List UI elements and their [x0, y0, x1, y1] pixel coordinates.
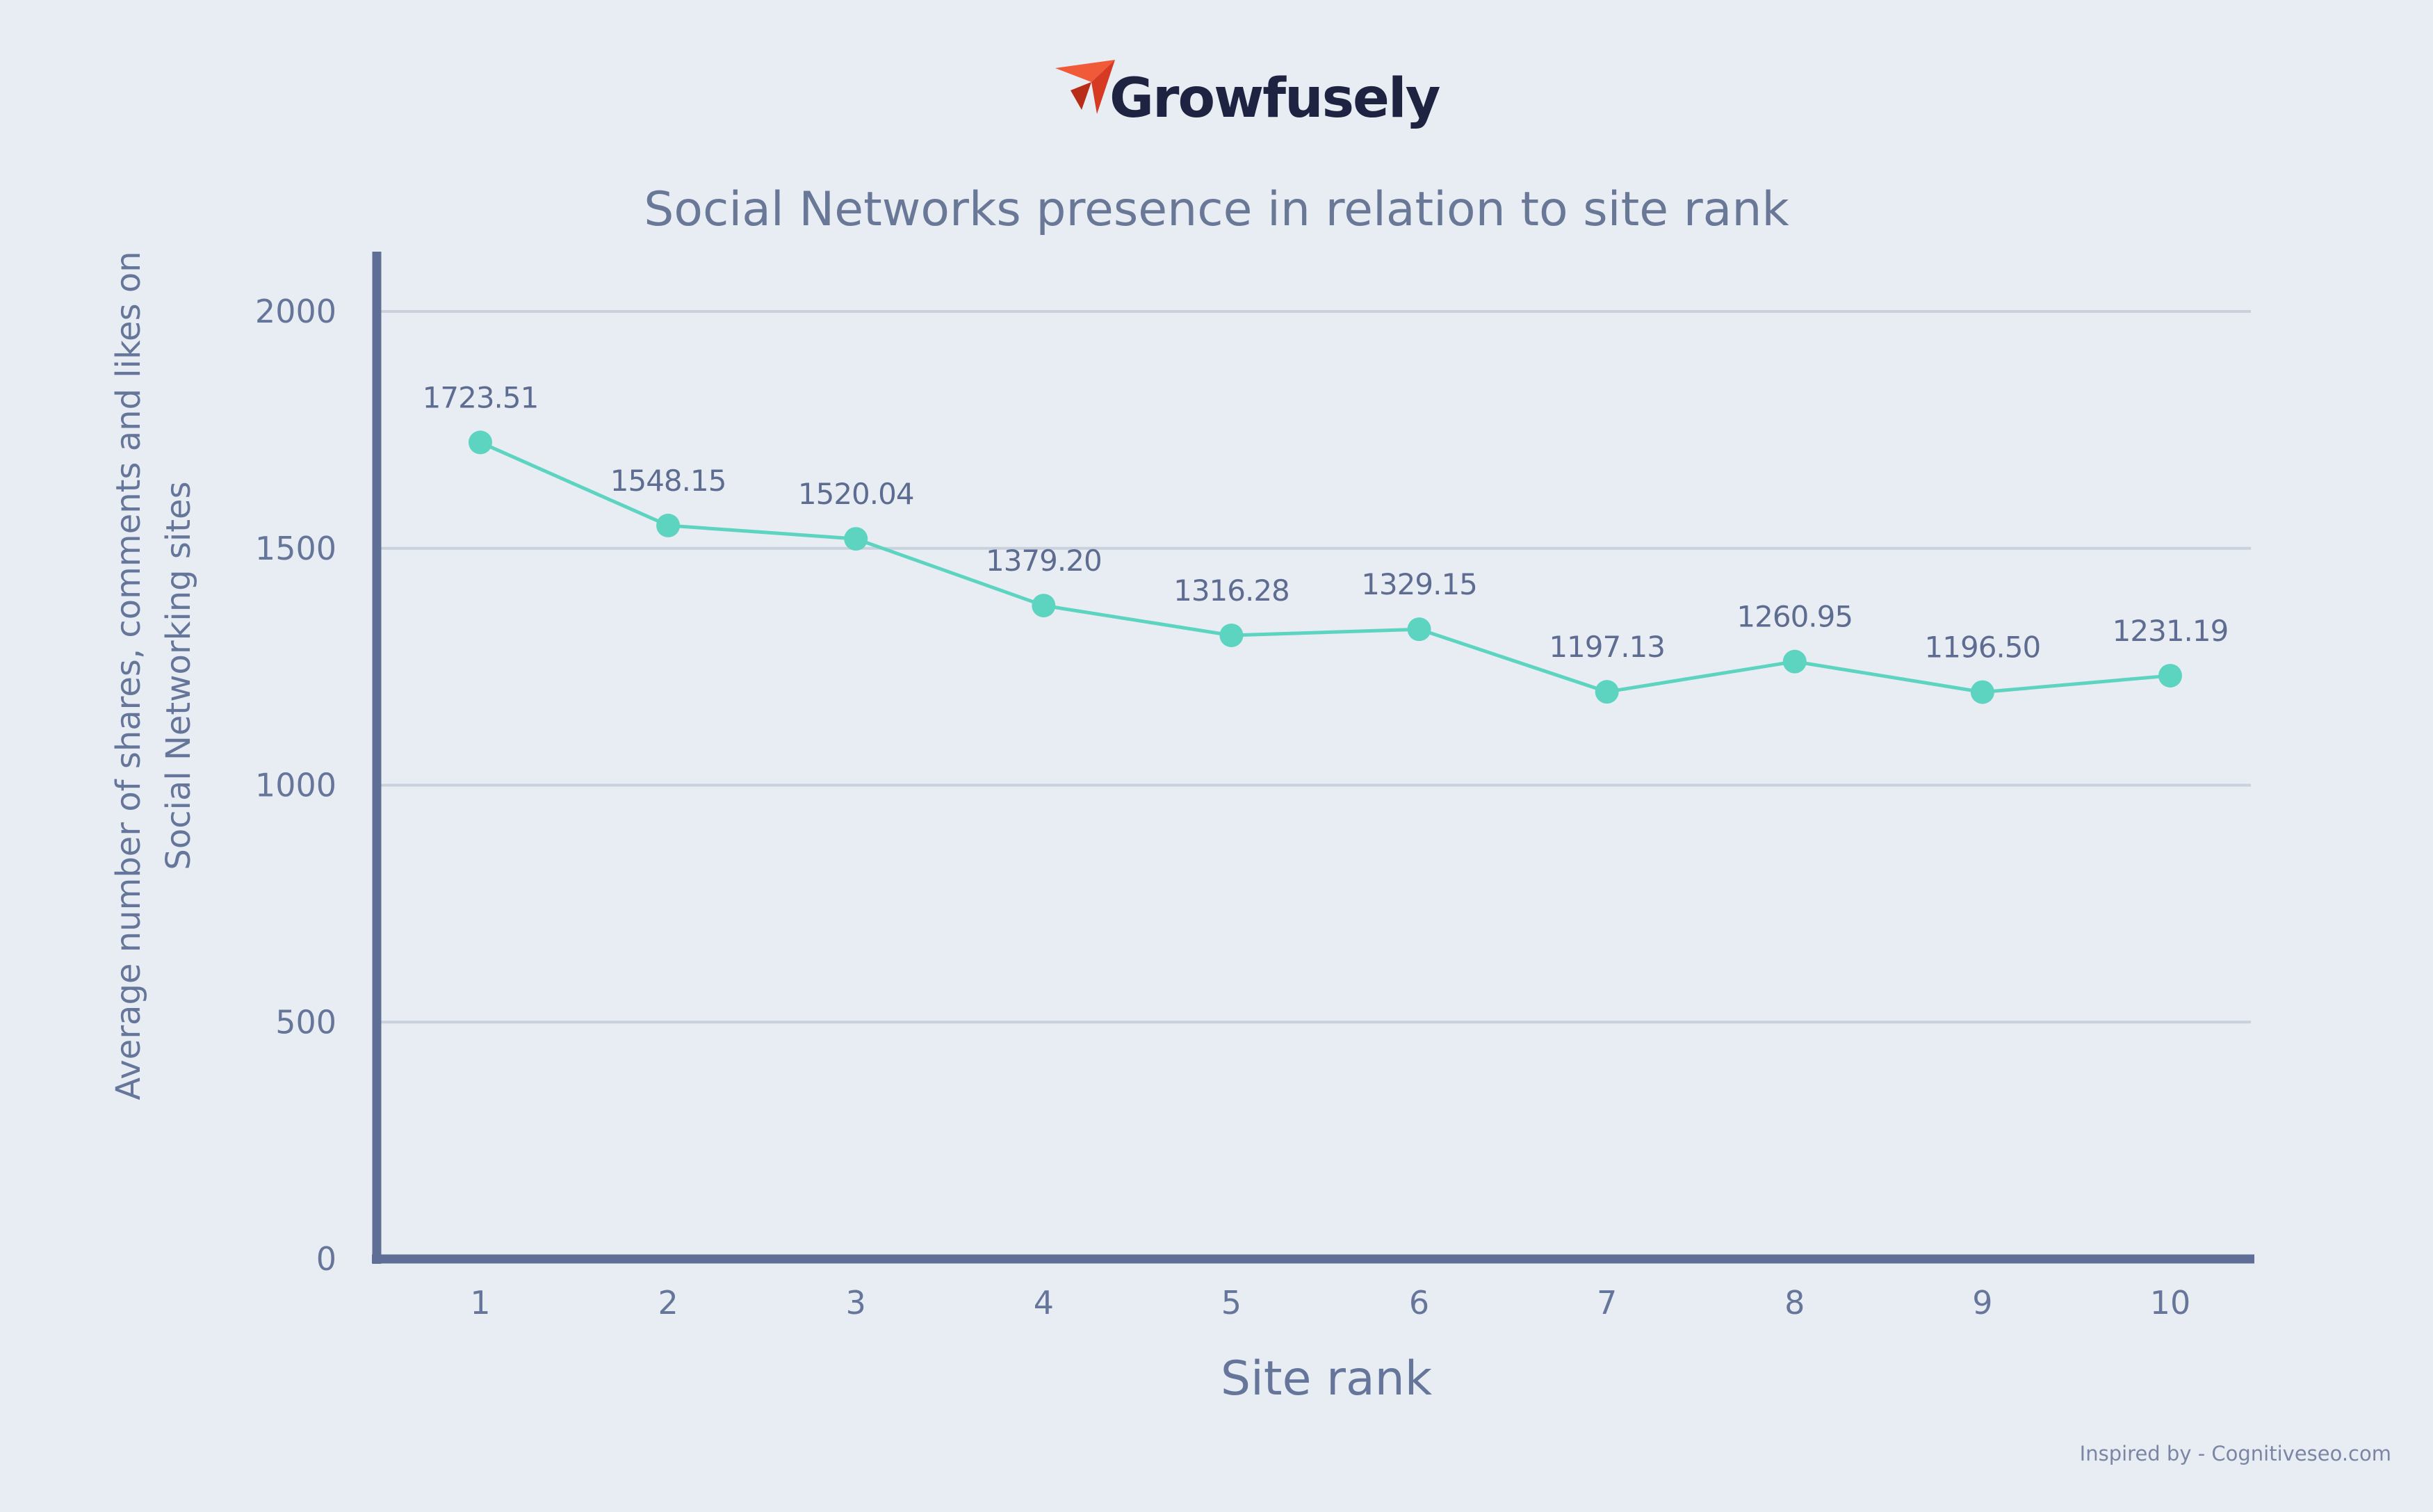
- brand-logo: Growfusely: [1055, 60, 1442, 130]
- y-tick-label: 0: [316, 1240, 336, 1278]
- data-point: [1219, 623, 1244, 647]
- data-label: 1260.95: [1736, 600, 1853, 634]
- data-label: 1548.15: [610, 464, 726, 498]
- x-tick-label: 4: [1034, 1284, 1054, 1322]
- chart-title: Social Networks presence in relation to …: [644, 182, 1789, 237]
- series-line: [479, 441, 2171, 694]
- x-tick-label: 1: [470, 1284, 490, 1322]
- y-tick-label: 1500: [255, 530, 336, 567]
- x-tick-label: 8: [1784, 1284, 1805, 1322]
- data-label: 1197.13: [1549, 630, 1665, 664]
- data-label: 1329.15: [1361, 567, 1477, 601]
- x-tick-label: 7: [1597, 1284, 1617, 1322]
- y-axis-title-line-2: Social Networking sites: [159, 481, 198, 870]
- data-label: 1316.28: [1173, 574, 1289, 608]
- x-tick-labels: 1 2 3 4 5 6 7 8 9 10: [470, 1284, 2190, 1322]
- data-point: [1032, 594, 1056, 618]
- data-point: [2158, 663, 2182, 688]
- y-axis-title: Average number of shares, comments and l…: [109, 251, 198, 1100]
- x-tick-label: 6: [1409, 1284, 1429, 1322]
- x-axis-title: Site rank: [1221, 1351, 1433, 1406]
- data-point: [1970, 680, 1994, 704]
- data-label: 1520.04: [798, 477, 914, 511]
- y-tick-label: 1000: [255, 767, 336, 804]
- y-axis-title-line-1: Average number of shares, comments and l…: [109, 251, 148, 1100]
- x-tick-label: 9: [1972, 1284, 1992, 1322]
- y-tick-labels: 0 500 1000 1500 2000: [255, 293, 336, 1278]
- x-tick-label: 10: [2150, 1284, 2191, 1322]
- data-point: [1407, 617, 1431, 642]
- grid-lines: [381, 310, 2251, 1024]
- x-tick-label: 2: [658, 1284, 678, 1322]
- data-point: [1782, 649, 1807, 674]
- data-label: 1231.19: [2113, 614, 2229, 648]
- data-label: 1379.20: [986, 544, 1102, 578]
- data-points: [469, 430, 2182, 704]
- y-tick-label: 500: [275, 1003, 336, 1041]
- data-labels: 1723.51 1548.15 1520.04 1379.20 1316.28 1329.…: [423, 380, 2229, 664]
- data-point: [656, 513, 681, 537]
- brand-name: Growfusely: [1109, 67, 1440, 130]
- data-point: [844, 527, 868, 551]
- credit-text: Inspired by - Cognitiveseo.com: [2080, 1442, 2391, 1465]
- y-tick-label: 2000: [255, 293, 336, 330]
- data-label: 1196.50: [1925, 631, 2041, 665]
- x-tick-label: 3: [846, 1284, 866, 1322]
- data-label: 1723.51: [423, 380, 539, 414]
- data-point: [469, 430, 492, 455]
- paper-plane-icon: [1055, 60, 1115, 114]
- x-tick-label: 5: [1221, 1284, 1242, 1322]
- data-point: [1595, 680, 1619, 704]
